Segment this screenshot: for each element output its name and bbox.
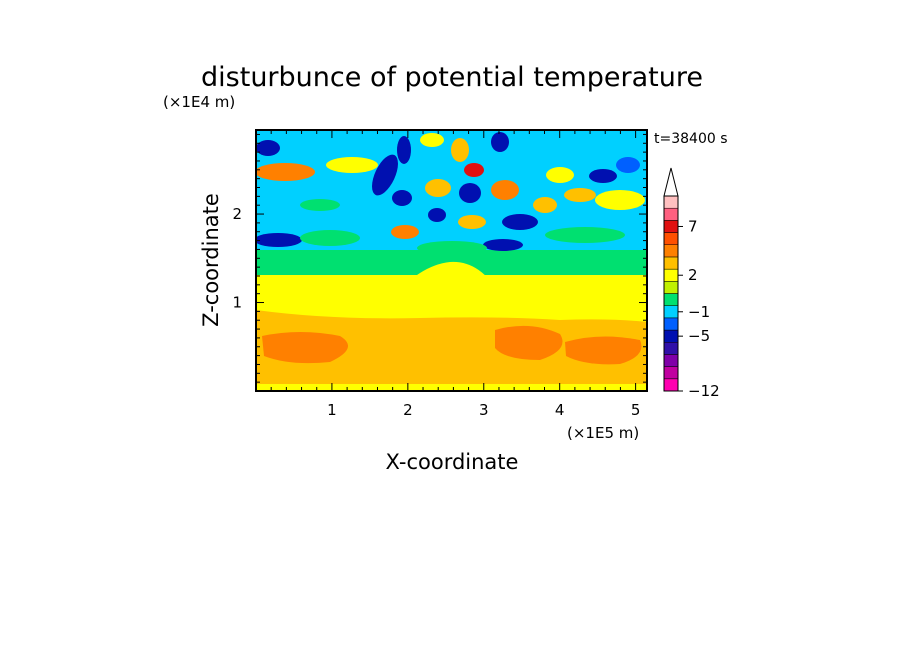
lower-orange-patch-1 (262, 332, 348, 364)
ground-green-line (256, 384, 647, 391)
x-scale-label: (×1E5 m) (567, 424, 639, 442)
colorbar-swatch (663, 281, 679, 294)
blob-26 (545, 227, 625, 243)
blob-2 (256, 163, 315, 181)
x-tick-label: 4 (555, 401, 565, 419)
blob-25 (595, 190, 645, 210)
y-axis-label: Z-coordinate (199, 193, 223, 327)
colorbar-swatch (663, 268, 679, 282)
colorbar-swatch (663, 207, 679, 221)
blob-4 (300, 199, 340, 211)
blob-23 (589, 169, 617, 183)
x-axis-ticks: 1 2 3 4 5 (270, 130, 641, 419)
blob-12 (451, 138, 469, 162)
mountain-yellow (390, 261, 500, 300)
colorbar-swatch (663, 329, 679, 343)
y-tick-label: 1 (232, 294, 242, 312)
blob-6 (372, 154, 398, 196)
y-tick-label: 2 (232, 205, 242, 223)
blob-16 (491, 132, 509, 152)
blob-28 (417, 241, 487, 255)
x-tick-label: 5 (631, 401, 641, 419)
colorbar-swatch (663, 317, 679, 331)
colorbar-label: −12 (688, 382, 720, 400)
colorbar-swatch (663, 232, 679, 245)
blob-29 (420, 133, 444, 147)
colorbar-label: −5 (688, 327, 710, 345)
y-axis-ticks: 12 (232, 133, 647, 383)
blob-8 (392, 190, 412, 206)
blob-18 (502, 214, 538, 230)
plot-frame (255, 129, 648, 392)
x-tick-label: 3 (479, 401, 489, 419)
colorbar-label: −1 (688, 303, 710, 321)
colorbar-swatch (663, 256, 679, 270)
blob-20 (533, 197, 557, 213)
colorbar-swatch (663, 220, 679, 233)
wave-structures (256, 132, 645, 255)
blob-11 (428, 208, 446, 222)
colorbar-swatch (663, 378, 679, 392)
colorbar-swatch (663, 195, 679, 209)
blob-3 (256, 233, 302, 247)
blob-14 (464, 163, 484, 177)
colorbar-label: 2 (688, 266, 698, 284)
colorbar-extend-triangle (663, 167, 679, 197)
blob-22 (564, 188, 596, 202)
colorbar-label: 7 (688, 217, 698, 235)
blob-24 (616, 157, 640, 173)
blob-15 (458, 215, 486, 229)
contour-plot-area (256, 130, 647, 391)
blob-9 (391, 225, 419, 239)
colorbar-swatch (663, 305, 679, 319)
time-label: t=38400 s (654, 131, 728, 147)
colorbar-swatch (663, 293, 679, 306)
x-tick-label: 2 (403, 401, 413, 419)
blob-17 (491, 180, 519, 200)
blob-19 (483, 239, 523, 251)
y-scale-label: (×1E4 m) (163, 93, 235, 111)
colorbar-swatch (663, 244, 679, 258)
blob-13 (459, 183, 481, 203)
blob-21 (546, 167, 574, 183)
colorbar-swatch (663, 366, 679, 380)
colorbar-frame (663, 195, 679, 392)
colorbar-swatch (663, 342, 679, 355)
blob-1 (256, 140, 280, 156)
x-axis-label: X-coordinate (386, 450, 519, 474)
colorbar: 7 2 −1 −5 −12 (663, 167, 720, 400)
blob-5 (326, 157, 378, 173)
yellow-wedge (256, 300, 647, 322)
x-tick-label: 1 (327, 401, 337, 419)
blob-7 (397, 136, 411, 164)
lower-orange-patch-3 (565, 336, 642, 365)
blob-27 (300, 230, 360, 246)
colorbar-swatch (663, 354, 679, 367)
blob-10 (425, 179, 451, 197)
chart-title: disturbunce of potential temperature (201, 62, 703, 93)
lower-orange-patch-2 (495, 325, 563, 360)
